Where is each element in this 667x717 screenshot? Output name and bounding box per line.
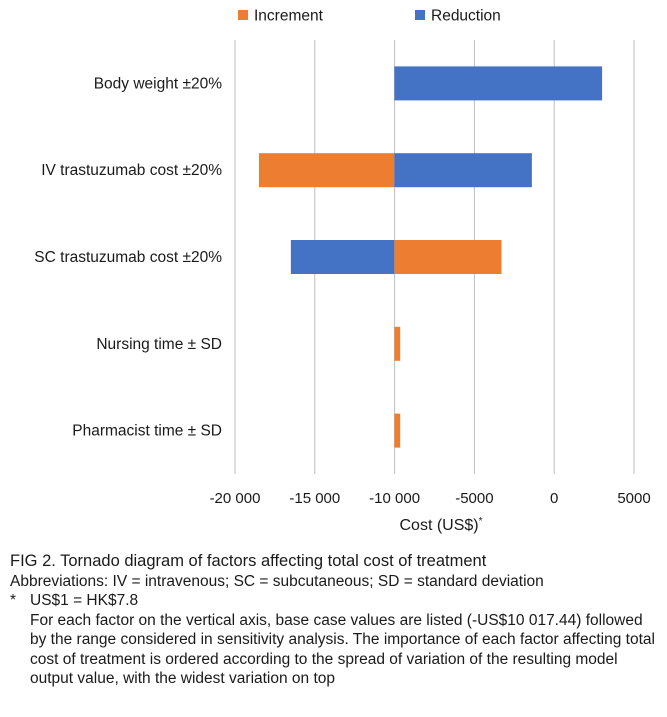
category-label: SC trastuzumab cost ±20% [34, 249, 222, 266]
x-tick-label: -10 000 [369, 490, 420, 507]
category-label: Body weight ±20% [94, 75, 222, 92]
bar-increment-sc-trastuzumab-cost-20 [394, 240, 502, 274]
x-tick-label: -20 000 [210, 490, 261, 507]
category-label: IV trastuzumab cost ±20% [41, 162, 222, 179]
x-tick-labels: -20 000 -15 000 -10 000 -5000 0 5000 [210, 490, 651, 507]
legend-swatch-increment [238, 10, 248, 20]
bar-increment-nursing-time-sd [394, 326, 401, 361]
bar-reduction-body-weight-20 [394, 66, 603, 101]
bars [258, 66, 603, 448]
bar-increment-iv-trastuzumab-cost-20 [258, 153, 395, 188]
figure-caption: FIG 2. Tornado diagram of factors affect… [10, 552, 660, 689]
caption-title: FIG 2. Tornado diagram of factors affect… [10, 552, 487, 570]
caption-footnote: * US$1 = HK$7.8 For each factor on the v… [10, 591, 660, 689]
category-label: Nursing time ± SD [96, 336, 222, 353]
bar-reduction-iv-trastuzumab-cost-20 [394, 153, 532, 188]
bar-increment-pharmacist-time-sd [394, 413, 401, 448]
x-tick-label: -5000 [455, 490, 493, 507]
footnote-marker: * [10, 592, 17, 609]
legend-label-reduction: Reduction [431, 8, 501, 25]
category-labels: Body weight ±20% IV trastuzumab cost ±20%… [34, 75, 222, 439]
x-tick-label: 5000 [617, 490, 650, 507]
legend-label-increment: Increment [254, 8, 324, 25]
legend: Increment Reduction [238, 8, 501, 25]
bar-reduction-sc-trastuzumab-cost-20 [290, 240, 395, 274]
footnote-text: US$1 = HK$7.8 [30, 592, 139, 609]
legend-swatch-reduction [415, 10, 425, 20]
tornado-chart: Increment Reduction Body weight ±20% IV tr… [34, 8, 651, 535]
category-label: Pharmacist time ± SD [72, 423, 222, 440]
x-tick-label: 0 [550, 490, 558, 507]
x-tick-label: -15 000 [289, 490, 340, 507]
x-axis-title: Cost (US$)* [399, 516, 482, 534]
caption-abbreviations: Abbreviations: IV = intravenous; SC = su… [10, 572, 544, 590]
caption-note: For each factor on the vertical axis, ba… [30, 611, 655, 688]
